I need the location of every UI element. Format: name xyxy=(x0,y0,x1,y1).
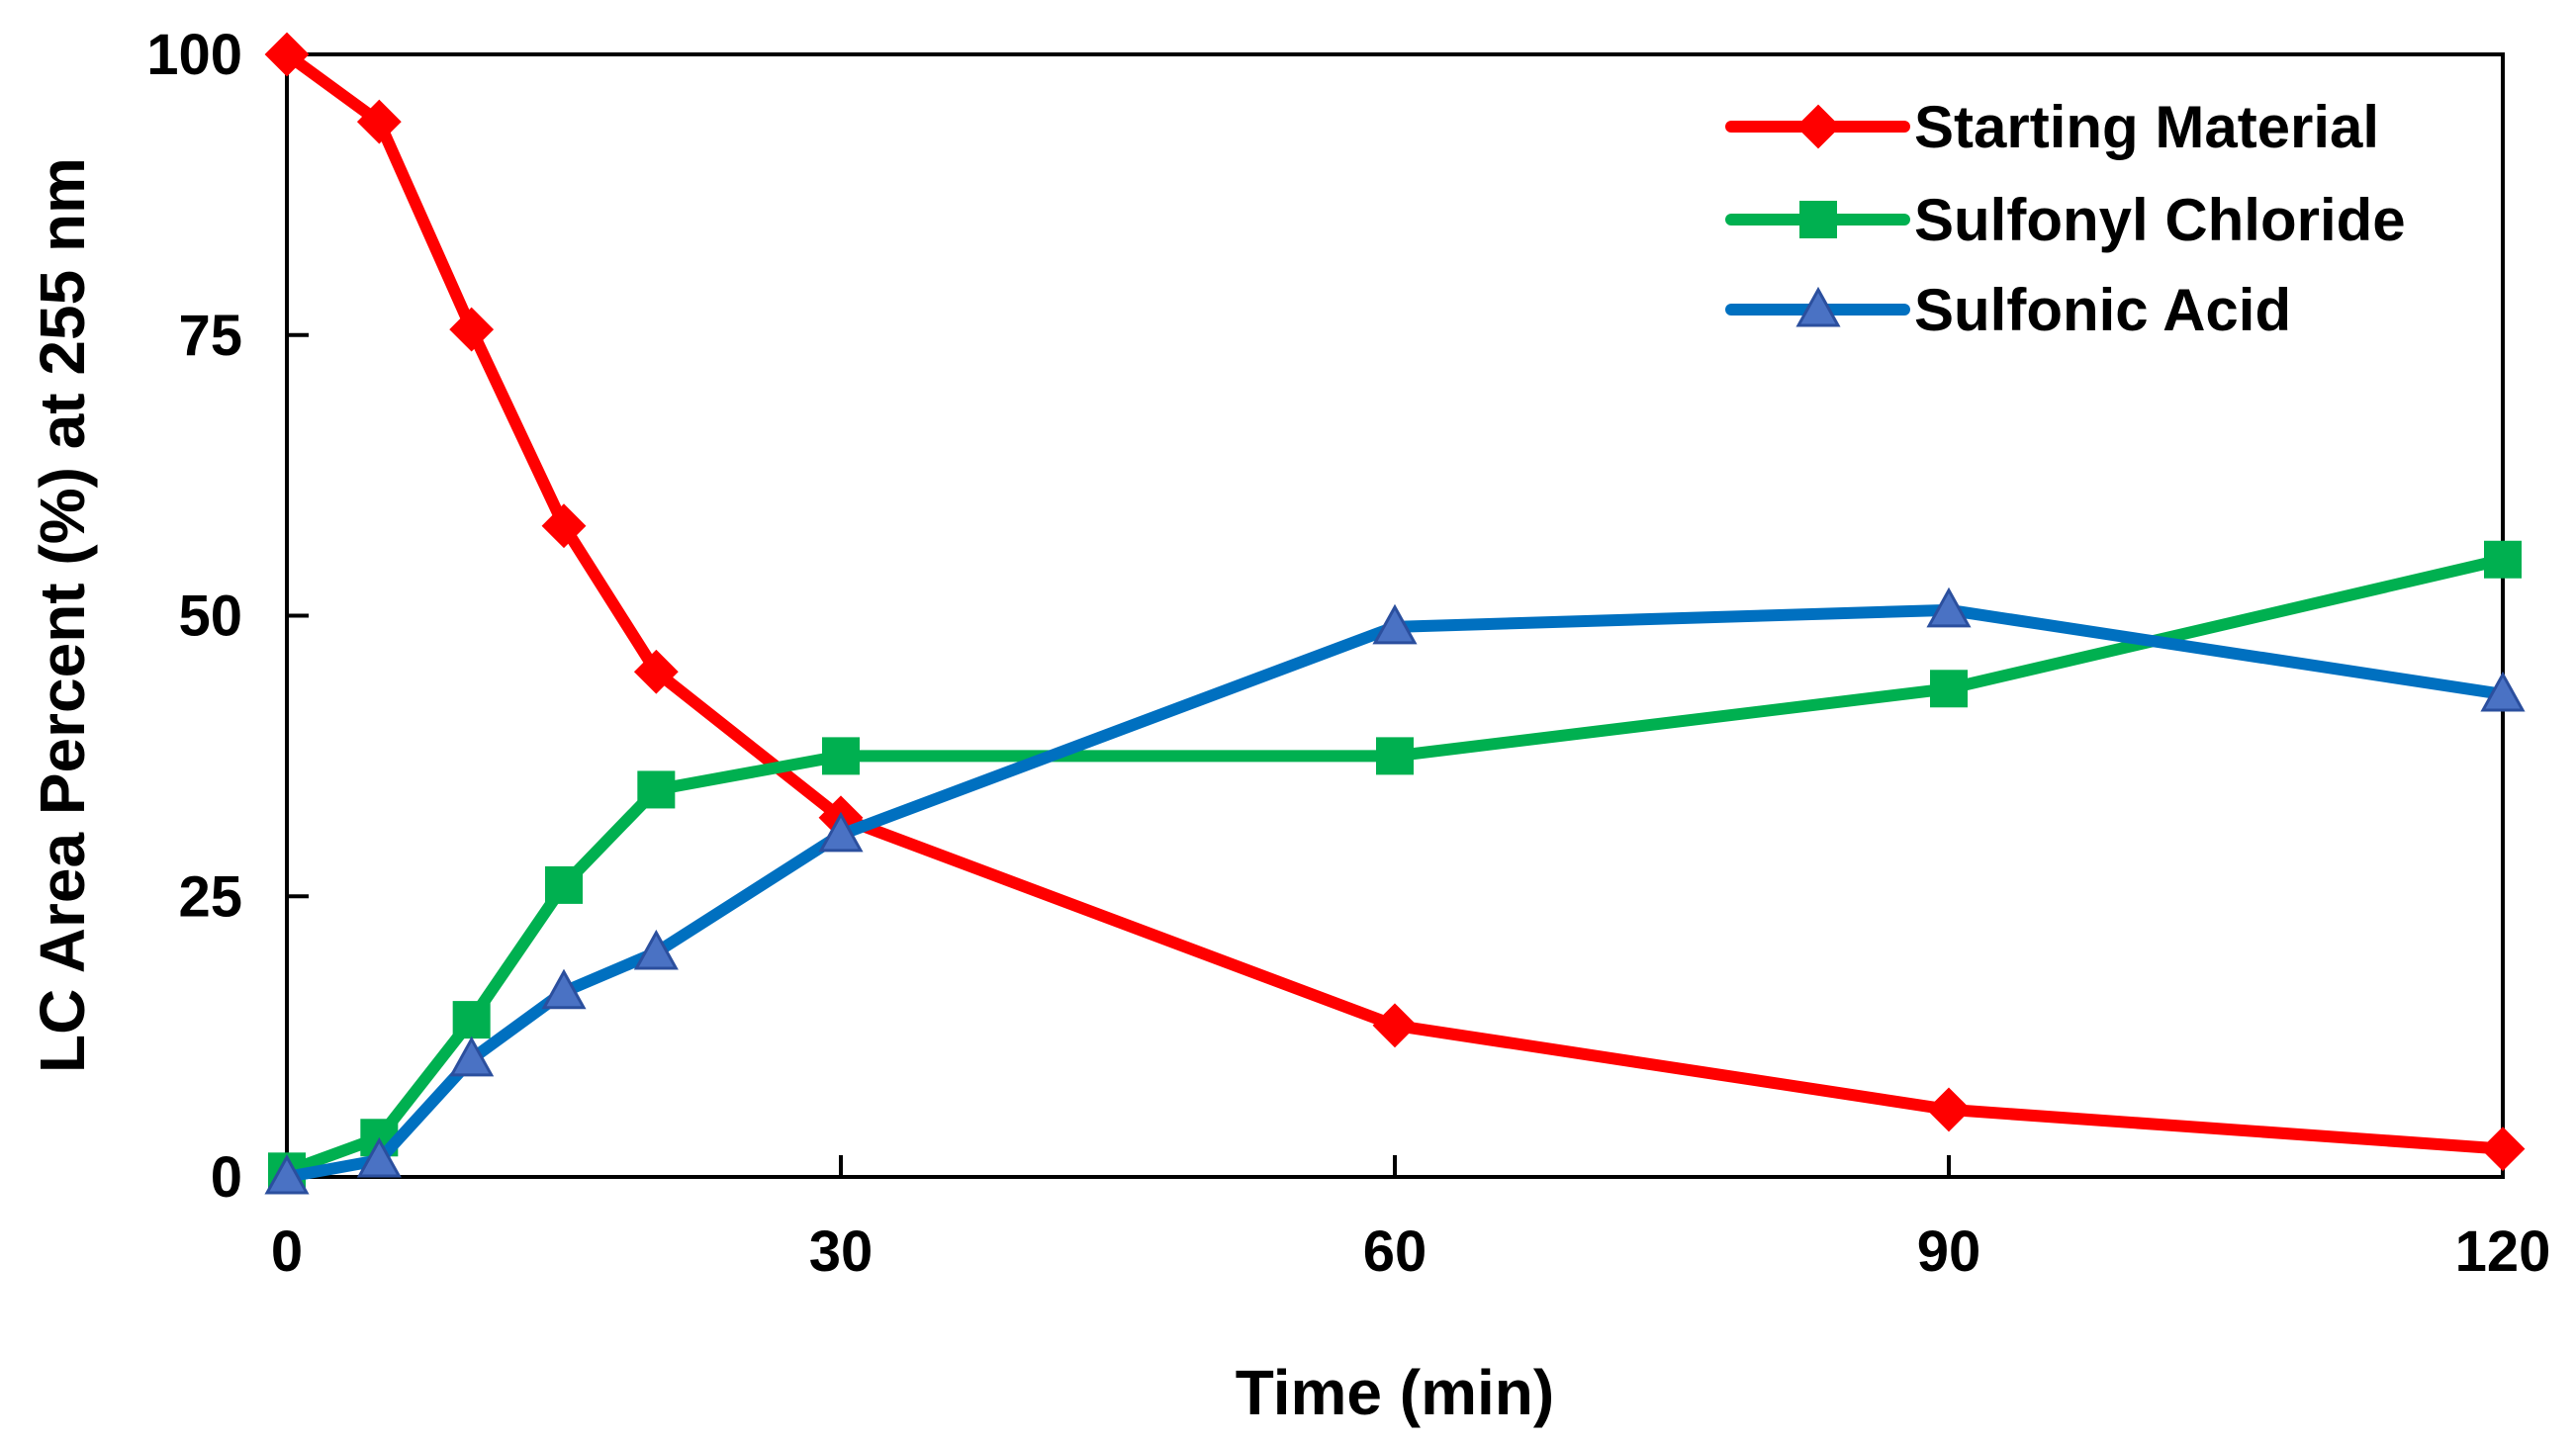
data-point-triangle xyxy=(2480,671,2526,712)
data-point-triangle xyxy=(818,811,864,853)
data-point-triangle xyxy=(1372,603,1418,645)
x-axis-title: Time (min) xyxy=(1236,1357,1554,1428)
data-point-square xyxy=(822,737,860,775)
legend-swatch-diamond xyxy=(1795,104,1841,149)
data-point-diamond xyxy=(633,649,679,694)
series-layer xyxy=(264,32,2526,1195)
data-point-triangle xyxy=(356,1136,402,1178)
data-point-square xyxy=(2484,540,2522,579)
legend-label: Sulfonic Acid xyxy=(1914,277,2291,343)
data-point-diamond xyxy=(2480,1127,2526,1172)
y-axis: 0 25 50 75 100 xyxy=(146,23,309,1210)
data-point-square xyxy=(545,865,583,904)
y-tick-label: 0 xyxy=(211,1145,242,1210)
data-point-square xyxy=(1376,737,1414,775)
series-sulfonic-acid xyxy=(264,586,2526,1195)
legend-label: Sulfonyl Chloride xyxy=(1914,187,2406,253)
x-tick-label: 120 xyxy=(2455,1219,2551,1284)
data-point-diamond xyxy=(264,32,310,77)
legend-swatch-square xyxy=(1799,201,1837,238)
series-sulfonyl-chloride xyxy=(268,540,2522,1191)
y-tick-label: 100 xyxy=(146,23,242,87)
data-point-square xyxy=(452,1001,491,1039)
x-tick-label: 30 xyxy=(809,1219,874,1284)
data-point-diamond xyxy=(541,503,587,549)
y-tick-label: 75 xyxy=(178,304,242,368)
data-point-diamond xyxy=(1926,1087,1972,1132)
data-point-triangle xyxy=(264,1153,310,1195)
data-point-square xyxy=(637,770,676,809)
data-point-triangle xyxy=(541,968,587,1010)
data-point-diamond xyxy=(449,307,495,352)
x-axis: 0 30 60 90 120 xyxy=(271,1155,2551,1284)
data-point-triangle xyxy=(1926,586,1972,628)
y-tick-label: 50 xyxy=(178,585,242,649)
x-tick-label: 0 xyxy=(271,1219,303,1284)
legend-entry: Sulfonyl Chloride xyxy=(1725,187,2406,253)
data-point-diamond xyxy=(356,99,402,144)
data-point-diamond xyxy=(1372,1003,1418,1048)
data-point-triangle xyxy=(633,929,679,970)
y-axis-title: LC Area Percent (%) at 255 nm xyxy=(27,157,98,1073)
data-point-square xyxy=(1930,670,1968,708)
legend-label: Starting Material xyxy=(1914,94,2379,160)
legend-entry: Sulfonic Acid xyxy=(1725,277,2291,343)
legend-entry: Starting Material xyxy=(1725,94,2379,160)
legend: Starting Material Sulfonyl Chloride Sulfon… xyxy=(1725,94,2406,343)
data-point-triangle xyxy=(449,1036,495,1077)
x-tick-label: 90 xyxy=(1917,1219,1981,1284)
x-tick-label: 60 xyxy=(1363,1219,1427,1284)
y-tick-label: 25 xyxy=(178,864,242,929)
legend-swatch-triangle xyxy=(1795,286,1841,327)
